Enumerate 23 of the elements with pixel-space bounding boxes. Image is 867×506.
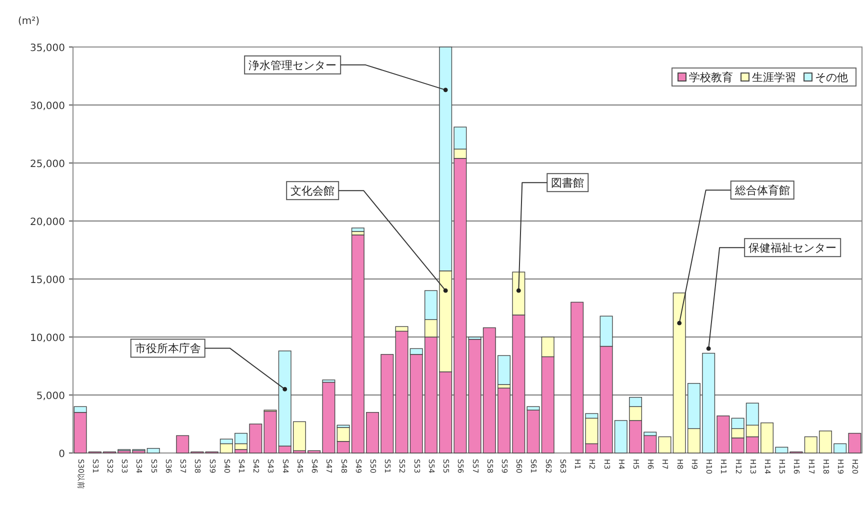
annotation: 保健福祉センター bbox=[748, 242, 837, 255]
y-tick-label: 5,000 bbox=[36, 391, 65, 402]
legend-label: その他 bbox=[815, 71, 848, 84]
y-tick-label: 25,000 bbox=[30, 159, 65, 170]
bar bbox=[351, 228, 364, 232]
bar bbox=[146, 448, 160, 454]
bar bbox=[526, 410, 540, 454]
y-tick-label: 20,000 bbox=[30, 217, 65, 228]
y-tick-label: 15,000 bbox=[30, 275, 65, 286]
y-tick-label: 0 bbox=[58, 449, 65, 460]
legend-label: 学校教育 bbox=[689, 71, 733, 84]
y-tick-label: 30,000 bbox=[30, 101, 65, 112]
annotation: 図書館 bbox=[551, 176, 584, 190]
annotation: 浄水管理センター bbox=[248, 58, 337, 72]
annotation: 総合体育館 bbox=[734, 184, 790, 198]
bar bbox=[658, 436, 672, 454]
bar bbox=[264, 410, 277, 454]
y-axis-title: (m²) bbox=[18, 16, 40, 27]
annotation: 市役所本庁舎 bbox=[134, 342, 201, 356]
y-tick-label: 10,000 bbox=[30, 333, 65, 344]
y-tick-label: 35,000 bbox=[30, 43, 65, 54]
annotation: 文化会館 bbox=[290, 184, 335, 198]
legend-label: 生涯学習 bbox=[752, 71, 796, 84]
